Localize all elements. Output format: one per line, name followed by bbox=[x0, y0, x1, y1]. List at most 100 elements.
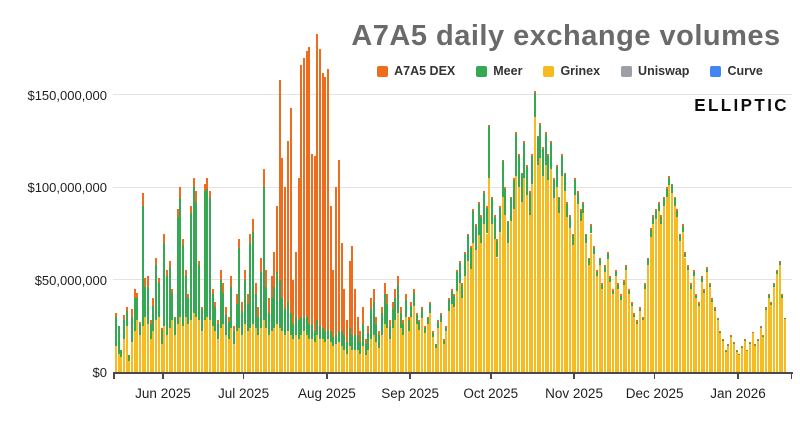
bar-segment bbox=[547, 154, 549, 156]
bar-segment bbox=[396, 285, 399, 313]
bar-segment bbox=[534, 93, 536, 118]
bar-segment bbox=[740, 347, 743, 372]
bar-segment bbox=[523, 178, 525, 372]
bar-segment bbox=[273, 327, 275, 372]
bar-segment bbox=[332, 270, 334, 337]
bar-segment bbox=[520, 202, 523, 372]
bar-segment bbox=[171, 288, 173, 293]
bar-segment bbox=[152, 298, 154, 306]
bar-segment bbox=[351, 349, 353, 372]
bar-segment bbox=[620, 296, 622, 300]
bar-segment bbox=[566, 203, 568, 217]
bar-segment bbox=[724, 350, 727, 352]
bar-segment bbox=[292, 279, 294, 324]
bar-segment bbox=[270, 331, 273, 372]
bar-segment bbox=[206, 316, 208, 372]
bar-segment bbox=[464, 251, 466, 254]
bar-segment bbox=[383, 294, 386, 324]
bar-segment bbox=[281, 298, 283, 332]
bar-segment bbox=[128, 355, 130, 361]
month-tick bbox=[162, 373, 164, 379]
bar-segment bbox=[308, 46, 310, 324]
bar-segment bbox=[394, 320, 396, 372]
bar-segment bbox=[246, 331, 249, 372]
bar-segment bbox=[353, 288, 356, 336]
bar-segment bbox=[402, 320, 404, 324]
bar-segment bbox=[458, 283, 461, 372]
bar-segment bbox=[751, 332, 754, 334]
bar-segment bbox=[477, 202, 480, 204]
bar-segment bbox=[609, 277, 611, 282]
bar-segment bbox=[716, 318, 719, 321]
bar-segment bbox=[335, 344, 337, 372]
bar-segment bbox=[738, 353, 740, 355]
bar-segment bbox=[748, 343, 751, 344]
bar-segment bbox=[319, 325, 321, 339]
bar-segment bbox=[595, 272, 598, 276]
bar-segment bbox=[230, 327, 232, 372]
bar-segment bbox=[243, 323, 246, 372]
bar-segment bbox=[195, 202, 197, 317]
bar-segment bbox=[496, 240, 498, 258]
bar-segment bbox=[241, 335, 243, 372]
legend-item: A7A5 DEX bbox=[377, 64, 455, 78]
bar-segment bbox=[195, 316, 197, 372]
bar-segment bbox=[249, 242, 251, 328]
bar-segment bbox=[778, 261, 781, 263]
bar-segment bbox=[378, 331, 380, 336]
bar-segment bbox=[461, 283, 463, 286]
bar-segment bbox=[434, 347, 437, 372]
bar-segment bbox=[574, 194, 576, 372]
bar-segment bbox=[628, 290, 630, 295]
bar-segment bbox=[630, 303, 633, 306]
bar-segment bbox=[544, 133, 547, 166]
bar-segment bbox=[542, 148, 544, 177]
bar-segment bbox=[160, 327, 163, 330]
bar-segment bbox=[568, 215, 571, 217]
month-tick bbox=[242, 373, 245, 379]
bar-segment bbox=[190, 205, 192, 214]
bar-segment bbox=[235, 294, 238, 304]
bar-segment bbox=[711, 299, 713, 302]
bar-segment bbox=[437, 322, 439, 328]
bar-segment bbox=[268, 335, 270, 372]
bar-segment bbox=[265, 287, 267, 328]
bar-segment bbox=[227, 338, 230, 372]
bar-segment bbox=[679, 235, 681, 241]
bar-segment bbox=[598, 257, 601, 260]
bar-segment bbox=[638, 311, 641, 372]
bar-segment bbox=[278, 80, 281, 280]
bar-segment bbox=[531, 183, 533, 372]
bar-segment bbox=[472, 211, 474, 243]
bar-segment bbox=[370, 338, 372, 372]
bar-segment bbox=[488, 178, 490, 372]
bar-segment bbox=[423, 325, 426, 328]
bar-segment bbox=[114, 346, 117, 372]
bar-segment bbox=[268, 298, 270, 313]
bar-segment bbox=[482, 191, 485, 193]
bar-segment bbox=[251, 231, 254, 324]
bar-segment bbox=[391, 327, 394, 372]
bar-segment bbox=[246, 303, 249, 332]
bar-segment bbox=[730, 336, 732, 372]
bar-segment bbox=[773, 284, 775, 288]
bar-segment bbox=[705, 272, 708, 372]
legend-label: Curve bbox=[727, 64, 763, 78]
bar-segment bbox=[431, 333, 434, 337]
bar-segment bbox=[259, 272, 262, 328]
bar-segment bbox=[216, 338, 219, 372]
bar-segment bbox=[163, 233, 165, 243]
bar-segment bbox=[722, 338, 724, 340]
bar-segment bbox=[732, 342, 735, 344]
bar-segment bbox=[609, 281, 611, 372]
bar-segment bbox=[211, 294, 214, 326]
bar-segment bbox=[120, 349, 122, 358]
bar-segment bbox=[585, 235, 587, 243]
bar-segment bbox=[364, 344, 367, 356]
bar-segment bbox=[590, 233, 592, 372]
bar-segment bbox=[528, 191, 531, 193]
bar-segment bbox=[316, 335, 318, 372]
bar-segment bbox=[187, 298, 189, 324]
bar-segment bbox=[225, 335, 227, 372]
